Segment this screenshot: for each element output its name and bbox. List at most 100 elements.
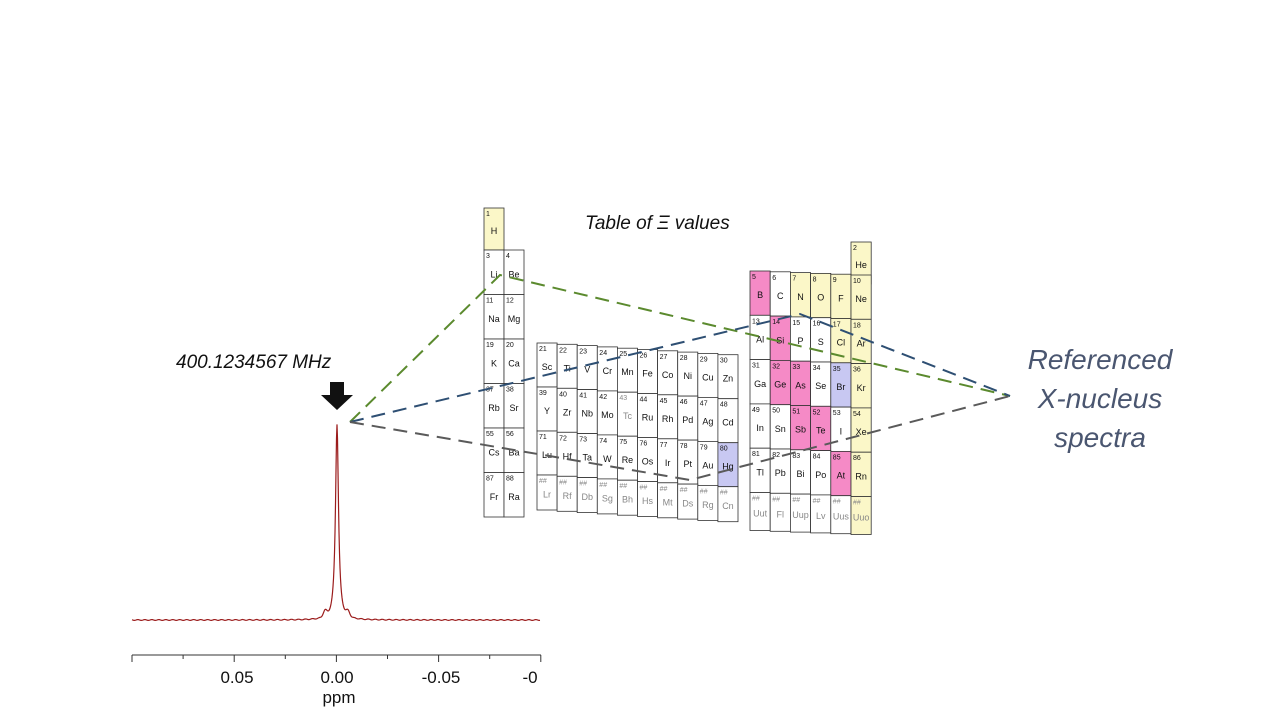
element-symbol: Te xyxy=(816,425,826,435)
atomic-number: 74 xyxy=(599,438,607,445)
element-symbol: O xyxy=(817,293,824,303)
element-cell-sb: 51 Sb xyxy=(790,405,812,451)
atomic-number: 6 xyxy=(772,275,776,282)
element-symbol: Ga xyxy=(754,379,766,389)
element-symbol: F xyxy=(838,293,844,303)
element-symbol: Bh xyxy=(622,495,633,505)
element-symbol: Rn xyxy=(855,471,867,481)
atomic-number: 56 xyxy=(506,431,514,438)
element-symbol: In xyxy=(756,423,764,433)
element-cell-pd: 46 Pd xyxy=(677,395,699,441)
element-symbol: Sc xyxy=(542,362,553,372)
element-cell-hg: 80 Hg xyxy=(717,442,739,488)
right-label-line-2: X-nucleus xyxy=(1037,383,1163,414)
spectrum-trace xyxy=(131,424,541,621)
atomic-number: 10 xyxy=(853,278,861,285)
element-cell-nb: 41 Nb xyxy=(576,389,598,435)
element-cell-uup: ## Uup xyxy=(790,493,812,533)
element-cell-sn: 50 Sn xyxy=(769,404,791,450)
element-cell-fr: 87 Fr xyxy=(483,472,505,518)
element-cell-xe: 54 Xe xyxy=(850,407,872,453)
element-cell-lv: ## Lv xyxy=(810,494,832,534)
element-cell-ir: 77 Ir xyxy=(657,438,679,484)
element-cell-box xyxy=(503,472,525,518)
atomic-number: 86 xyxy=(853,455,861,462)
element-symbol: Mg xyxy=(508,314,521,324)
atomic-number: 31 xyxy=(752,363,760,370)
element-symbol: Hs xyxy=(642,496,653,506)
element-cell-ni: 28 Ni xyxy=(677,351,699,397)
atomic-number: 79 xyxy=(700,444,708,451)
element-symbol: At xyxy=(837,471,846,481)
atomic-number: 87 xyxy=(486,476,494,483)
frequency-label: 400.1234567 MHz xyxy=(176,352,332,373)
element-symbol: Sr xyxy=(510,403,519,413)
atomic-number: ## xyxy=(700,488,708,495)
element-cell-kr: 36 Kr xyxy=(850,363,872,409)
element-cell-in: 49 In xyxy=(749,403,771,449)
element-symbol: Ca xyxy=(508,358,520,368)
atomic-number: 22 xyxy=(559,347,567,354)
element-cell-ge: 32 Ge xyxy=(769,359,791,406)
element-symbol: Pb xyxy=(775,468,786,478)
atomic-number: 83 xyxy=(792,453,800,460)
element-cell-v: 23 V xyxy=(576,345,598,391)
element-symbol: Si xyxy=(776,335,784,345)
element-cell-cn: ## Cn xyxy=(717,486,739,523)
element-cell-au: 79 Au xyxy=(697,440,719,486)
element-symbol: Fl xyxy=(777,509,785,519)
element-cell-ne: 10 Ne xyxy=(850,274,872,320)
element-cell-fe: 26 Fe xyxy=(637,349,659,394)
element-symbol: Ge xyxy=(774,380,786,390)
element-symbol: Ra xyxy=(508,492,520,502)
atomic-number: 36 xyxy=(853,367,861,374)
element-symbol: Ba xyxy=(508,447,519,457)
element-cell-rf: ## Rf xyxy=(556,475,578,512)
element-symbol: Os xyxy=(642,457,654,467)
element-cell-ga: 31 Ga xyxy=(749,359,771,405)
element-symbol: Mo xyxy=(601,410,614,420)
atomic-number: 33 xyxy=(792,364,800,371)
atomic-number: 41 xyxy=(579,393,587,400)
atomic-number: 34 xyxy=(813,365,821,372)
element-symbol: Ni xyxy=(684,371,693,381)
element-cell-at: 85 At xyxy=(830,450,852,497)
element-symbol: Ne xyxy=(855,294,867,304)
element-cell-li: 3 Li xyxy=(483,249,505,295)
element-symbol: Cd xyxy=(722,418,734,428)
element-cell-hs: ## Hs xyxy=(637,481,659,517)
element-cell-rh: 45 Rh xyxy=(657,394,679,440)
element-symbol: Fr xyxy=(490,492,499,502)
atomic-number: 21 xyxy=(539,346,547,353)
atomic-number: 18 xyxy=(853,322,861,329)
element-symbol: Y xyxy=(544,406,550,416)
element-cell-re: 75 Re xyxy=(617,435,638,481)
atomic-number: ## xyxy=(772,496,780,503)
element-symbol: K xyxy=(491,358,497,368)
atomic-number: 38 xyxy=(506,387,514,394)
x-tick-label: 0.05 xyxy=(220,668,253,687)
element-symbol: Al xyxy=(756,334,764,344)
element-cell-sc: 21 Sc xyxy=(536,342,558,388)
element-symbol: Po xyxy=(815,470,826,480)
atomic-number: 45 xyxy=(660,398,668,405)
element-cell-uuo: ## Uuo xyxy=(850,496,872,535)
atomic-number: 9 xyxy=(833,277,837,284)
element-cell-si: 14 Si xyxy=(769,315,791,361)
element-symbol: Kr xyxy=(857,383,866,393)
atomic-number: 71 xyxy=(539,434,547,441)
atomic-number: 50 xyxy=(772,408,780,415)
element-symbol: Cl xyxy=(837,338,846,348)
element-symbol: Rh xyxy=(662,414,674,424)
atomic-number: 47 xyxy=(700,400,708,407)
element-cell-zr: 40 Zr xyxy=(556,387,578,433)
atomic-number: 27 xyxy=(660,354,668,361)
down-arrow-icon xyxy=(321,382,353,410)
table-title: Table of Ξ values xyxy=(585,213,730,234)
element-cell-ta: 73 Ta xyxy=(576,433,598,479)
element-cell-zn: 30 Zn xyxy=(717,354,739,400)
x-tick-label: -0 xyxy=(522,668,537,687)
atomic-number: 11 xyxy=(486,298,493,305)
element-symbol: Ag xyxy=(702,416,713,426)
atomic-number: 52 xyxy=(813,409,821,416)
